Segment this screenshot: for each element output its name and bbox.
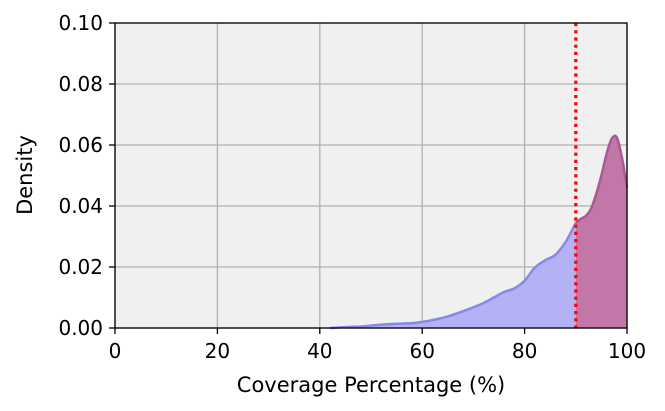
x-tick-label-2: 40 <box>307 339 332 363</box>
y-tick-label-3: 0.06 <box>58 133 103 157</box>
x-tick-label-1: 20 <box>205 339 230 363</box>
x-tick-label-5: 100 <box>608 339 646 363</box>
x-tick-label-4: 80 <box>512 339 537 363</box>
y-tick-label-0: 0.00 <box>58 316 103 340</box>
y-axis-ticks: 0.00 0.02 0.04 0.06 0.08 0.10 <box>58 11 115 340</box>
series-area-0 <box>330 222 576 328</box>
series-line-0 <box>329 222 577 330</box>
series-area-1 <box>575 135 627 328</box>
x-tick-label-3: 60 <box>409 339 434 363</box>
y-tick-label-5: 0.10 <box>58 11 103 35</box>
axes-frame <box>114 22 628 329</box>
y-tick-label-1: 0.02 <box>58 255 103 279</box>
axes-border <box>114 22 628 329</box>
y-axis-label: Density <box>13 135 37 215</box>
y-tick-label-2: 0.04 <box>58 194 103 218</box>
y-tick-label-4: 0.08 <box>58 72 103 96</box>
x-axis-ticks: 0 20 40 60 80 100 <box>109 328 646 363</box>
series-line-1 <box>575 134 629 224</box>
x-axis-label: Coverage Percentage (%) <box>237 373 505 397</box>
x-tick-label-0: 0 <box>109 339 122 363</box>
density-series <box>329 134 629 330</box>
